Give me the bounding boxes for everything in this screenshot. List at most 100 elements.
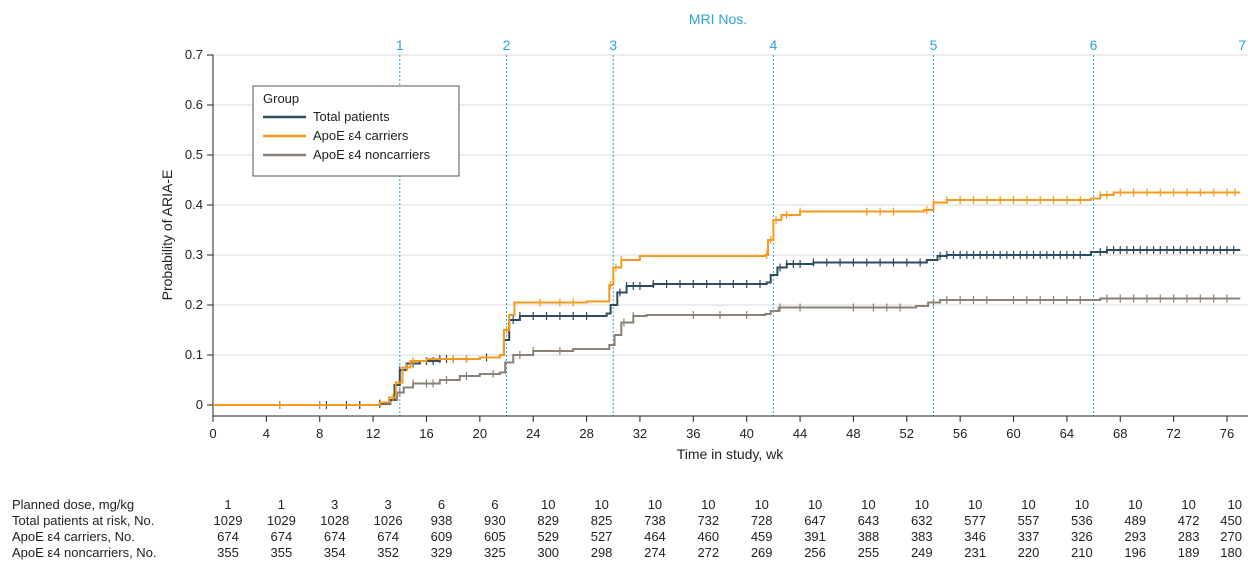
risk-cell: 647 [804,513,826,528]
risk-cell: 220 [1018,545,1040,560]
y-tick-label: 0.7 [185,47,203,62]
risk-cell: 3 [331,497,338,512]
risk-cell: 283 [1178,529,1200,544]
risk-cell: 557 [1018,513,1040,528]
mri-label: 3 [609,37,617,53]
risk-cell: 1029 [267,513,296,528]
risk-cell: 10 [594,497,608,512]
mri-label: 7 [1238,37,1246,53]
x-tick-label: 72 [1166,426,1180,441]
y-tick-label: 0 [196,397,203,412]
risk-cell: 605 [484,529,506,544]
legend-box [252,85,460,177]
risk-cell: 472 [1178,513,1200,528]
risk-cell: 10 [1181,497,1195,512]
risk-cell: 10 [915,497,929,512]
y-tick-label: 0.1 [185,347,203,362]
y-tick-label: 0.5 [185,147,203,162]
x-tick-label: 36 [686,426,700,441]
risk-cell: 460 [697,529,719,544]
risk-cell: 10 [541,497,555,512]
x-tick-label: 4 [263,426,270,441]
risk-cell: 189 [1178,545,1200,560]
risk-cell: 210 [1071,545,1093,560]
risk-cell: 10 [701,497,715,512]
risk-cell: 450 [1220,513,1242,528]
risk-cell: 300 [537,545,559,560]
mri-label: 4 [769,37,777,53]
x-tick-label: 20 [473,426,487,441]
risk-cell: 352 [377,545,399,560]
x-tick-label: 24 [526,426,540,441]
x-tick-label: 52 [900,426,914,441]
risk-cell: 464 [644,529,666,544]
risk-cell: 728 [751,513,773,528]
x-tick-label: 68 [1113,426,1127,441]
risk-cell: 529 [537,529,559,544]
x-tick-label: 0 [209,426,216,441]
x-tick-label: 64 [1060,426,1074,441]
risk-cell: 256 [804,545,826,560]
risk-cell: 293 [1124,529,1146,544]
y-tick-label: 0.2 [185,297,203,312]
risk-cell: 346 [964,529,986,544]
risk-cell: 1 [224,497,231,512]
axes: 00.10.20.30.40.50.60.70 4 8 12 16 20 24 28 32 36 4… [185,47,1248,441]
risk-cell: 3 [384,497,391,512]
risk-row-label: Total patients at risk, No. [12,513,154,528]
risk-cell: 269 [751,545,773,560]
x-tick-label: 16 [419,426,433,441]
risk-cell: 609 [431,529,453,544]
x-tick-label: 76 [1220,426,1234,441]
y-axis-title: Probability of ARIA-E [159,170,175,301]
risk-cell: 180 [1220,545,1242,560]
risk-cell: 674 [377,529,399,544]
mri-label: 6 [1090,37,1098,53]
risk-cell: 577 [964,513,986,528]
risk-cell: 10 [968,497,982,512]
risk-cell: 6 [438,497,445,512]
x-tick-label: 60 [1006,426,1020,441]
risk-cell: 355 [217,545,239,560]
risk-cell: 1028 [320,513,349,528]
risk-cell: 930 [484,513,506,528]
risk-cell: 10 [861,497,875,512]
mri-label: 1 [396,37,404,53]
risk-cell: 938 [431,513,453,528]
x-axis-title: Time in study, wk [677,446,785,462]
risk-cell: 6 [491,497,498,512]
series-line [213,297,1241,406]
risk-cell: 10 [1128,497,1142,512]
risk-cell: 489 [1124,513,1146,528]
risk-cell: 674 [271,529,293,544]
risk-cell: 10 [754,497,768,512]
x-tick-label: 40 [739,426,753,441]
legend-title: Group [263,91,299,106]
risk-cell: 674 [217,529,239,544]
y-tick-label: 0.6 [185,97,203,112]
risk-cell: 272 [697,545,719,560]
risk-cell: 1 [278,497,285,512]
mri-markers: 1 2 3 4 5 6 7 [396,37,1246,416]
risk-cell: 825 [591,513,613,528]
risk-cell: 643 [858,513,880,528]
x-tick-label: 48 [846,426,860,441]
legend-label-noncarriers: ApoE ε4 noncarriers [313,147,431,162]
risk-cell: 1026 [374,513,403,528]
risk-cell: 354 [324,545,346,560]
risk-cell: 325 [484,545,506,560]
risk-cell: 10 [1228,497,1242,512]
risk-cell: 10 [1075,497,1089,512]
risk-cell: 383 [911,529,933,544]
legend: Group Total patients ApoE ε4 carriers Ap… [252,85,460,177]
risk-cell: 388 [858,529,880,544]
risk-cell: 632 [911,513,933,528]
series-lines [213,188,1241,409]
risk-cell: 255 [858,545,880,560]
risk-cell: 527 [591,529,613,544]
mri-label: 5 [930,37,938,53]
x-tick-label: 28 [579,426,593,441]
risk-cell: 329 [431,545,453,560]
legend-label-carriers: ApoE ε4 carriers [313,128,409,143]
x-tick-label: 8 [316,426,323,441]
